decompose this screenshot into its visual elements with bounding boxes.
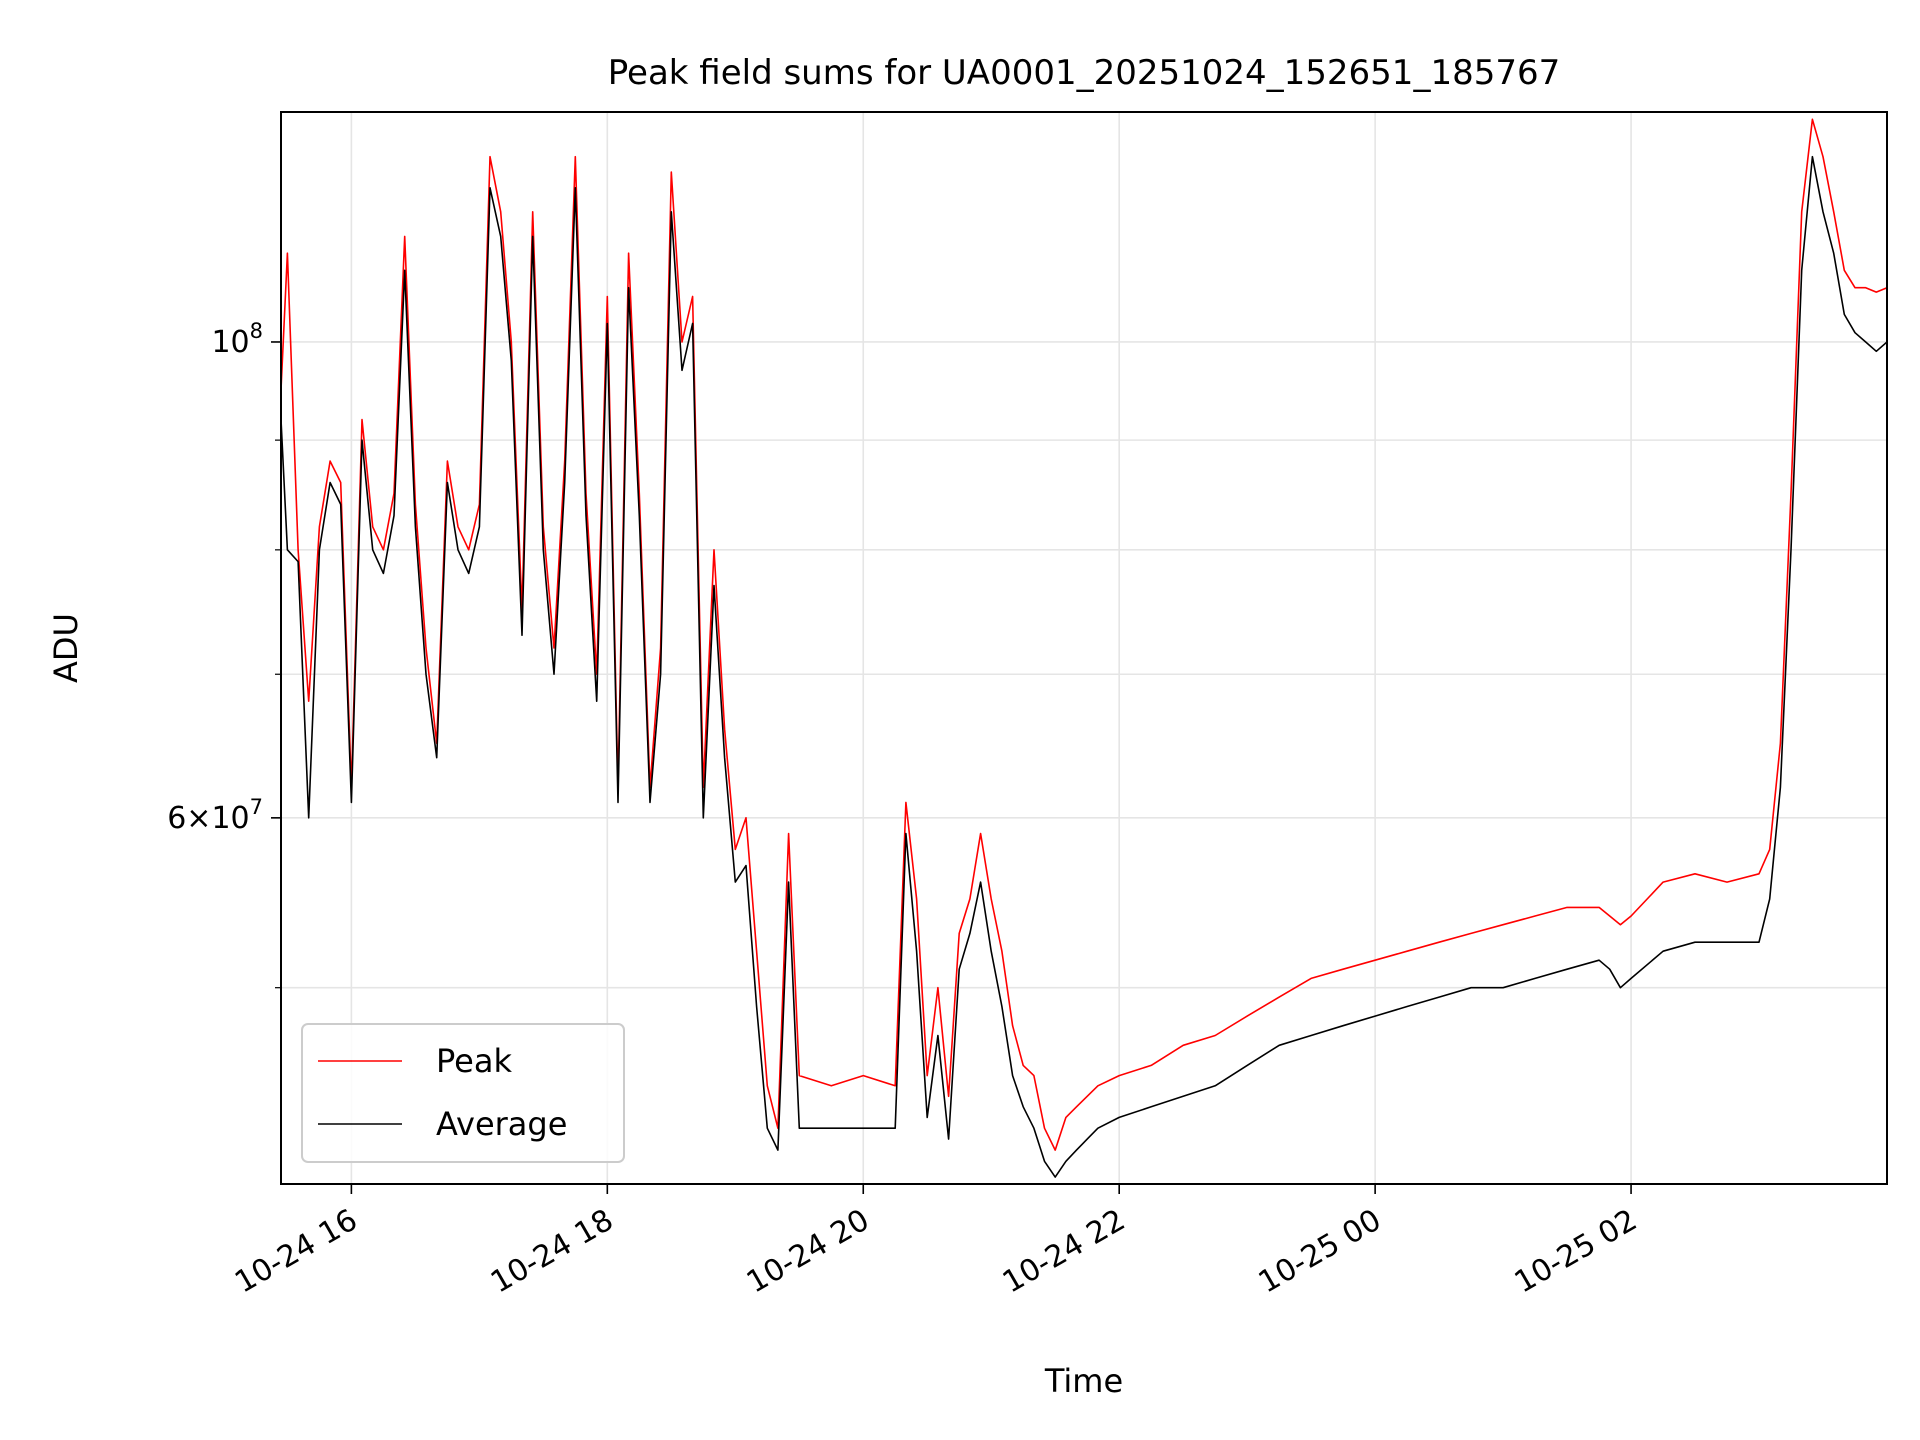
axes-frame (280, 111, 1888, 1185)
y-tick-label: 6×107 (167, 795, 263, 836)
y-tick-label-base: 6×10 (167, 801, 249, 836)
x-axis-label: Time (1044, 1362, 1123, 1400)
y-tick-label: 108 (211, 319, 263, 360)
grid (281, 112, 1887, 1184)
legend-label-average: Average (436, 1105, 567, 1143)
legend-box (301, 1023, 625, 1163)
plot-series (281, 118, 1887, 1178)
y-tick-label-exponent: 7 (250, 795, 263, 819)
legend: Peak Average (301, 1023, 625, 1163)
y-axis-label: ADU (47, 613, 85, 683)
y-tick-label-exponent: 8 (250, 319, 263, 343)
y-tick-label-base: 10 (211, 325, 249, 360)
series-line-average (281, 155, 1887, 1178)
legend-label-peak: Peak (436, 1042, 512, 1080)
series-line-peak (281, 118, 1887, 1151)
chart-title: Peak field sums for UA0001_20251024_1526… (608, 53, 1560, 93)
